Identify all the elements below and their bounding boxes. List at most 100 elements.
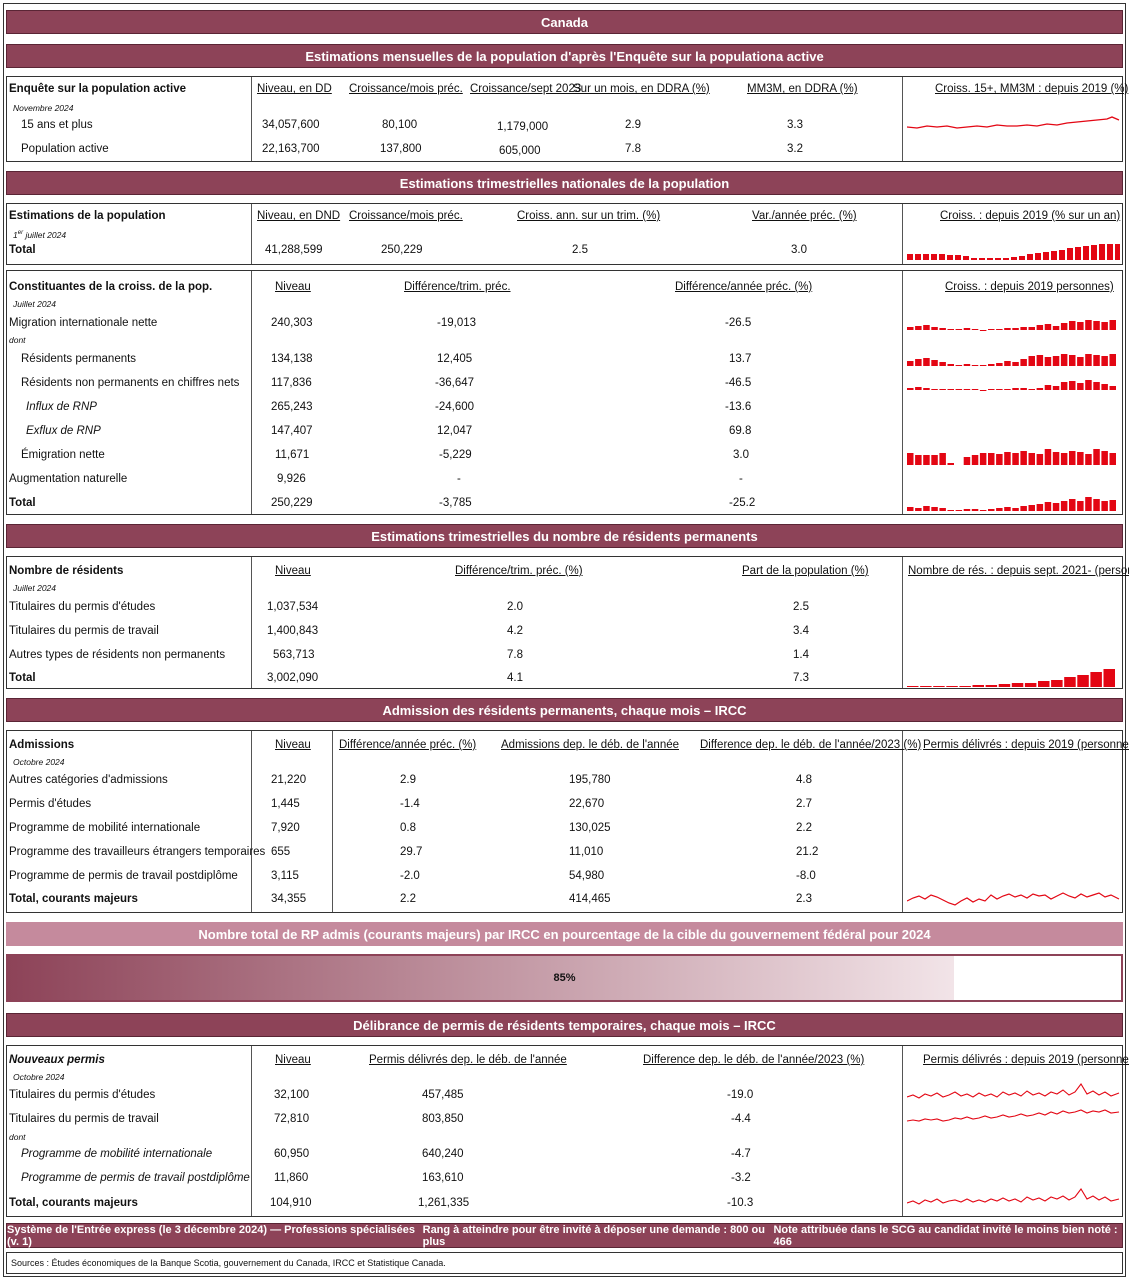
table-row-label: Titulaires du permis d'études — [9, 601, 156, 613]
table-row-label: Permis d'études — [9, 798, 92, 810]
table-row-label: Programme de mobilité internationale — [9, 822, 201, 834]
target-progress-label: 85% — [553, 972, 576, 984]
tmp-header: Difference dep. le déb. de l'année/2023 … — [643, 1054, 865, 1066]
table-cell: 11,671 — [275, 449, 310, 461]
table-cell: 2.5 — [572, 244, 588, 256]
table-cell: 563,713 — [273, 649, 315, 661]
table-cell: -25.2 — [729, 497, 756, 509]
sparkline-bar — [923, 325, 930, 330]
sparkline-bar — [971, 365, 979, 366]
table-cell: -46.5 — [725, 377, 752, 389]
table-row-label: Population active — [21, 143, 109, 155]
dont-label: dont — [9, 335, 26, 345]
table-cell: 1,400,843 — [267, 625, 319, 637]
sparkline-bar — [1011, 683, 1024, 687]
sparkline-bar — [963, 509, 971, 511]
sparkline-bar — [988, 509, 995, 511]
table-cell: -10.3 — [727, 1197, 754, 1209]
tmp-date: Octobre 2024 — [13, 1072, 65, 1082]
sparkline-bar — [1044, 449, 1052, 465]
table-row-label: Total, courants majeurs — [9, 1197, 138, 1209]
table-cell: 34,057,600 — [262, 119, 320, 131]
sparkline-bar — [933, 686, 945, 687]
tmp-header: Niveau — [275, 1054, 311, 1066]
sparkline-bar — [947, 389, 954, 390]
table-cell: 54,980 — [569, 870, 605, 882]
sparkline-bar — [1077, 383, 1084, 390]
table-cell: 22,670 — [569, 798, 605, 810]
sparkline-bar — [1036, 504, 1044, 511]
sparkline-bar — [1036, 388, 1044, 390]
sparkline-bar — [985, 685, 998, 687]
table-row-label: Influx de RNP — [26, 401, 97, 413]
table-cell: 2.9 — [400, 774, 416, 786]
table-cell: 137,800 — [380, 143, 422, 155]
qpop-chart-title: Croiss. : depuis 2019 (% sur un an) — [940, 210, 1121, 222]
table-cell: 29.7 — [400, 846, 423, 858]
table-cell: 1,037,534 — [267, 601, 319, 613]
sparkline-bar — [963, 457, 971, 465]
tmp-band: Délibrance de permis de résidents tempor… — [6, 1013, 1123, 1037]
sparkline-bar — [920, 686, 932, 687]
npr-section: Nombre de résidents Juillet 2024 Niveau … — [6, 556, 1129, 689]
table-cell: 1,445 — [271, 798, 300, 810]
comp-section: Constituantes de la croiss. de la pop. J… — [6, 270, 1123, 515]
sparkline-bar — [955, 389, 963, 390]
sparkline-bar — [1085, 497, 1092, 511]
sparkline-bar — [931, 327, 938, 330]
table-cell: 265,243 — [271, 401, 313, 413]
sparkline-bar — [1109, 354, 1116, 366]
table-cell: -2.0 — [400, 870, 420, 882]
table-cell: -3.2 — [731, 1172, 751, 1184]
table-cell: 22,163,700 — [262, 143, 320, 155]
table-cell: -36,647 — [435, 377, 475, 389]
sparkline-bar — [946, 686, 958, 687]
sparkline-bar — [1028, 389, 1035, 390]
table-cell: 2.2 — [796, 822, 812, 834]
npr-label: Nombre de résidents — [9, 565, 124, 577]
table-cell: -26.5 — [725, 317, 752, 329]
table-row-label: Programme de mobilité internationale — [21, 1148, 213, 1160]
table-cell: 2.0 — [507, 601, 523, 613]
table-cell: 2.7 — [796, 798, 812, 810]
table-cell: 7.8 — [625, 143, 641, 155]
sparkline-bar — [1093, 355, 1100, 366]
tmp-label: Nouveaux permis — [9, 1054, 105, 1066]
express-entry-label: Système de l'Entrée express (le 3 décemb… — [7, 1223, 415, 1248]
lfs-chart-title: Croiss. 15+, MM3M : depuis 2019 (%) — [935, 83, 1129, 95]
sparkline-bar — [979, 330, 987, 331]
sparkline-bar — [1109, 320, 1116, 330]
table-cell: 640,240 — [422, 1148, 464, 1160]
sparkline-bar — [1052, 326, 1060, 330]
sparkline-bar — [971, 455, 979, 465]
sparkline-bar — [971, 329, 979, 330]
table-cell: 69.8 — [729, 425, 752, 437]
sparkline-bar — [988, 389, 995, 390]
sparkline-bar — [947, 463, 954, 465]
table-cell: -4.7 — [731, 1148, 751, 1160]
comp-sparkline-total — [907, 497, 1116, 511]
sparkline-bar — [1109, 386, 1116, 390]
npr-sparkline — [907, 669, 1115, 687]
sparkline-bar — [1012, 508, 1019, 511]
sparkline-bar — [1060, 354, 1068, 366]
table-cell: 9,926 — [277, 473, 306, 485]
sparkline-bar — [1004, 361, 1011, 366]
comp-chart-title: Croiss. : depuis 2019 personnes) — [945, 281, 1114, 293]
sparkline-bar — [1020, 327, 1027, 330]
sources-note: Sources : Études économiques de la Banqu… — [6, 1252, 1123, 1274]
table-cell: 655 — [271, 846, 291, 858]
table-cell: 117,836 — [271, 377, 312, 389]
tmp-sparkline-total — [907, 1188, 1120, 1205]
lfs-date: Novembre 2024 — [13, 103, 74, 113]
sparkline-bar — [1004, 389, 1011, 390]
qpop-header: Croissance/mois préc. — [349, 210, 463, 222]
adm-header: Difference dep. le déb. de l'année/2023 … — [700, 739, 922, 751]
sparkline-bar — [1044, 385, 1052, 390]
sparkline-bar — [1044, 357, 1052, 366]
npr-header: Différence/trim. préc. (%) — [455, 565, 583, 577]
sparkline-bar — [1077, 322, 1084, 330]
sparkline-bar — [979, 453, 987, 465]
qpop-section: Estimations de la population 1er juillet… — [6, 203, 1123, 265]
sparkline-bar — [931, 360, 938, 366]
